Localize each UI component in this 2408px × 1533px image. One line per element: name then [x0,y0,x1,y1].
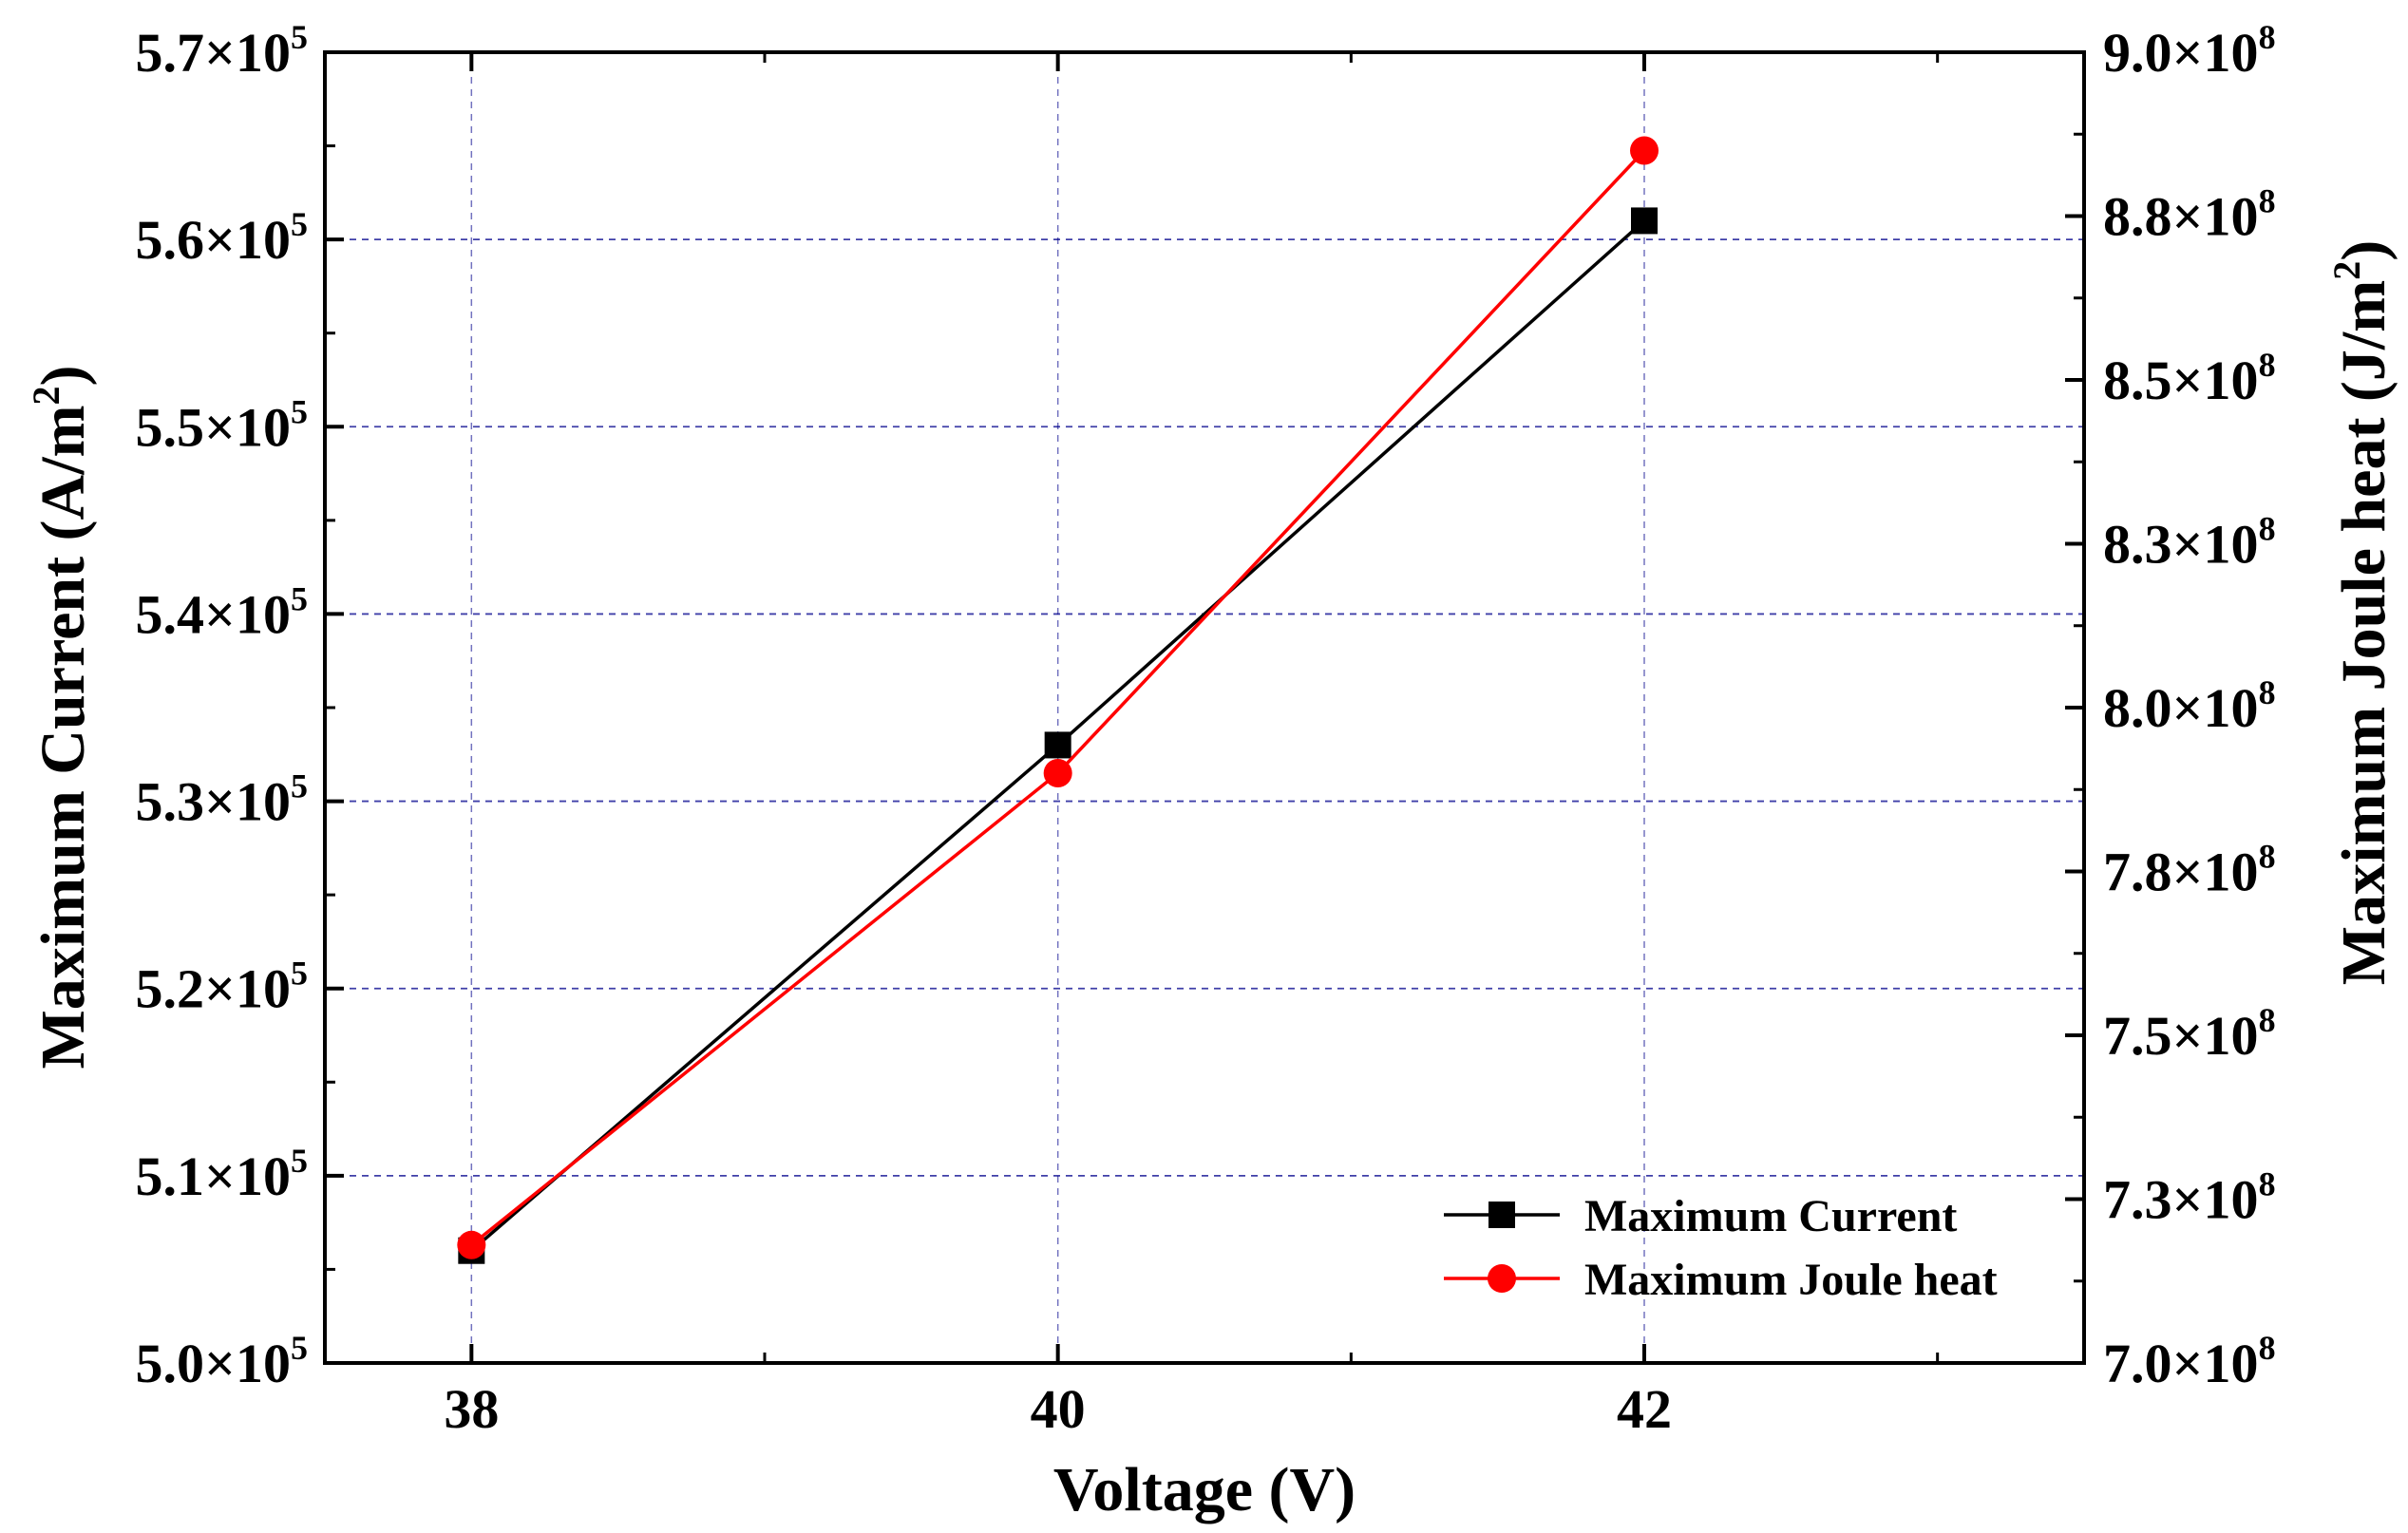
axis-ticks [325,50,2084,1365]
y-left-axis-title: Maximum Current (A/m2) [25,366,98,1069]
legend: Maximum Current Maximum Joule heat [1444,1191,1998,1305]
y-right-tick-label: 8.5×108 [2103,346,2276,411]
data-point-1 [1044,731,1071,759]
y-left-tick-label: 5.4×105 [135,579,308,645]
legend-marker-1 [1488,1202,1515,1228]
y-left-tick-label: 5.1×105 [135,1142,308,1207]
y-right-tick-label: 8.8×108 [2103,182,2276,248]
x-tick-label: 42 [1617,1378,1672,1440]
y-right-tick-label: 7.5×108 [2103,1001,2276,1067]
legend-label-2: Maximum Joule heat [1584,1255,1998,1305]
y-left-tick-label: 5.2×105 [135,955,308,1020]
x-axis-title: Voltage (V) [1053,1455,1356,1524]
y-right-tick-label: 7.8×108 [2103,838,2276,903]
y-right-tick-label: 8.0×108 [2103,673,2276,739]
data-point-2 [1630,136,1659,165]
axis-labels: 38 40 42 5.0×105 5.1×105 5.2×105 5.3×105 5.4×10… [25,18,2399,1524]
data-point-2 [1043,759,1072,787]
y-left-tick-label: 5.6×105 [135,205,308,271]
y-left-tick-label: 5.3×105 [135,767,308,833]
y-right-tick-label: 8.3×108 [2103,510,2276,576]
data-point-2 [457,1230,486,1259]
legend-label-1: Maximum Current [1584,1191,1957,1241]
y-left-tick-label: 5.5×105 [135,392,308,458]
series [457,136,1659,1264]
data-point-1 [1631,207,1658,235]
y-right-axis-title: Maximum Joule heat (J/m2) [2325,240,2399,985]
grid [325,52,2084,1363]
y-right-tick-label: 7.0×108 [2103,1329,2276,1394]
y-left-tick-label: 5.7×105 [135,18,308,84]
y-right-tick-label: 9.0×108 [2103,18,2276,84]
y-left-tick-label: 5.0×105 [135,1329,308,1394]
x-tick-label: 38 [444,1378,499,1440]
y-right-tick-label: 7.3×108 [2103,1165,2276,1231]
plot-area-frame [323,50,2086,1365]
legend-marker-2 [1488,1264,1516,1293]
x-tick-label: 40 [1031,1378,1086,1440]
